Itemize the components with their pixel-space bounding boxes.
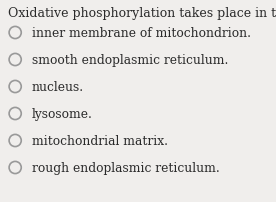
Ellipse shape	[9, 27, 21, 39]
Ellipse shape	[9, 135, 21, 147]
Text: Oxidative phosphorylation takes place in the: Oxidative phosphorylation takes place in…	[8, 7, 276, 20]
Ellipse shape	[9, 54, 21, 66]
Text: lysosome.: lysosome.	[32, 107, 93, 120]
Text: inner membrane of mitochondrion.: inner membrane of mitochondrion.	[32, 27, 251, 40]
Text: mitochondrial matrix.: mitochondrial matrix.	[32, 134, 168, 147]
Ellipse shape	[9, 108, 21, 120]
Text: nucleus.: nucleus.	[32, 81, 84, 94]
Text: rough endoplasmic reticulum.: rough endoplasmic reticulum.	[32, 161, 219, 174]
Ellipse shape	[9, 162, 21, 174]
Ellipse shape	[9, 81, 21, 93]
Text: smooth endoplasmic reticulum.: smooth endoplasmic reticulum.	[32, 54, 228, 67]
